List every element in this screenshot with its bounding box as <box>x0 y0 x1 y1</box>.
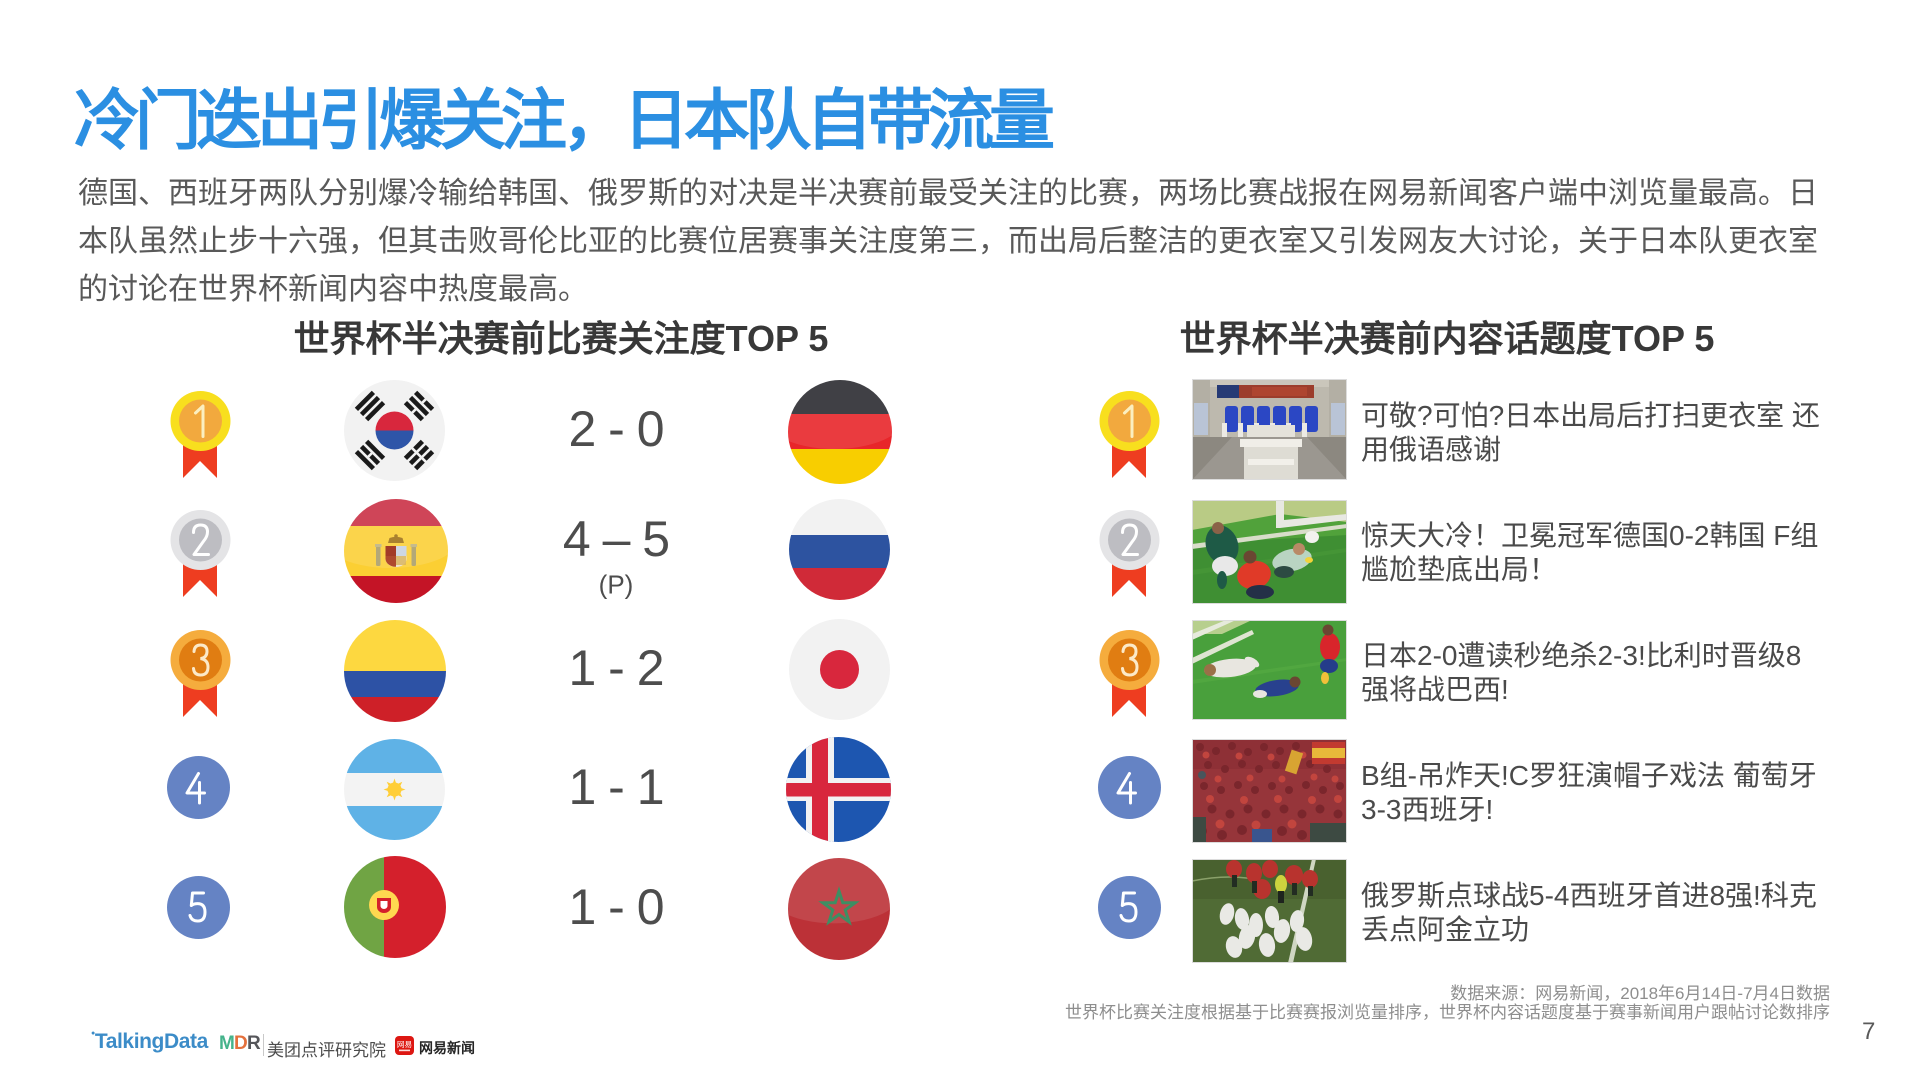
svg-text:网易: 网易 <box>397 1040 412 1049</box>
